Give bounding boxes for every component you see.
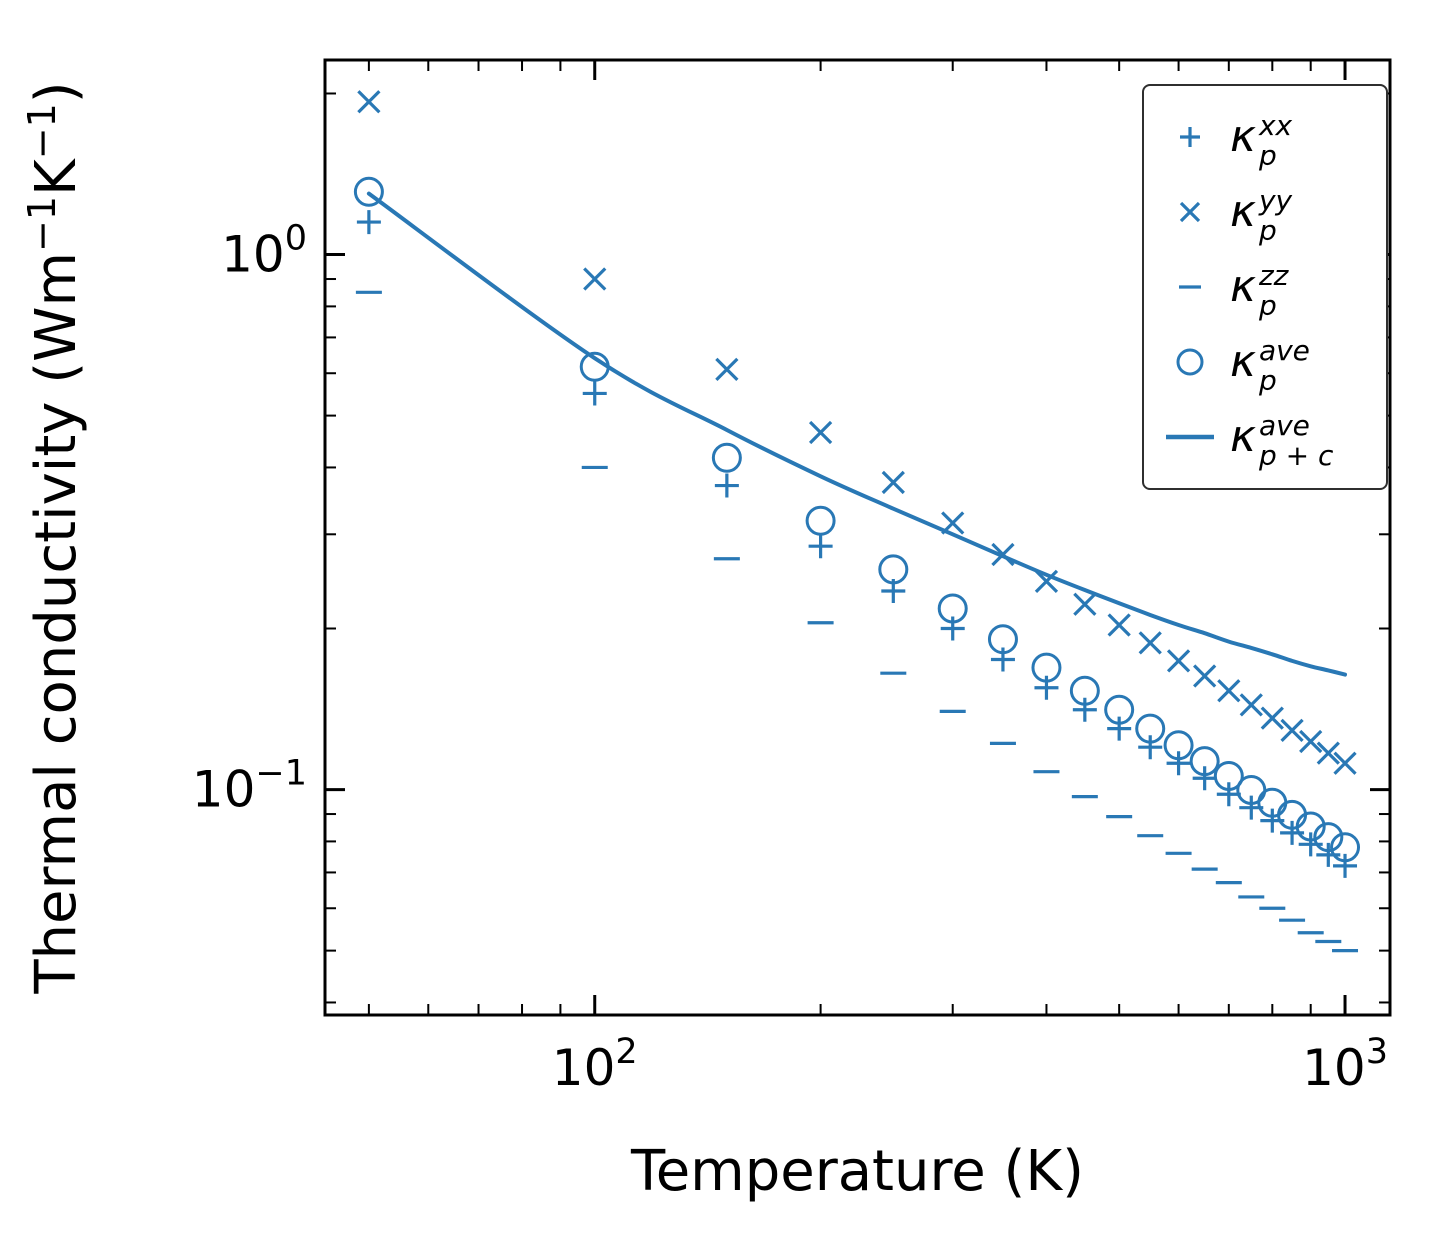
- legend-label-kappa-p-ave: κ ave p: [1230, 332, 1310, 396]
- kappa-subsup: yy p: [1258, 183, 1293, 247]
- legend-label-kappa-p-zz: κ zz p: [1230, 257, 1288, 321]
- legend-entry-kappa-p-ave: κ ave p: [1150, 332, 1386, 396]
- kappa-subsup: zz p: [1258, 258, 1289, 322]
- tick-labels: 102 103 100 10−1: [192, 219, 1388, 1097]
- kappa-symbol: κ: [1230, 261, 1256, 312]
- y-tick-label: 100: [221, 219, 307, 284]
- legend-label-kappa-p-xx: κ xx p: [1230, 107, 1292, 171]
- kappa-subsup: ave p: [1258, 333, 1310, 398]
- y-tick-label: 10−1: [192, 754, 307, 819]
- x-tick-label: 102: [552, 1032, 638, 1097]
- series-kappa-p-yy: [357, 90, 1357, 775]
- legend-entry-kappa-p-yy: κ yy p: [1150, 182, 1386, 246]
- kappa-subsup: xx p: [1258, 108, 1293, 172]
- x-tick-label: 103: [1302, 1032, 1388, 1097]
- series-kappa-p-plus-c-ave: [366, 191, 1347, 677]
- kappa-symbol: κ: [1230, 185, 1256, 237]
- legend-marker-line-icon: [1166, 434, 1214, 440]
- plot-frame: [323, 58, 1392, 1017]
- series-kappa-p-ave: [353, 176, 1361, 863]
- kappa-symbol: κ: [1230, 110, 1256, 162]
- data-series: [353, 90, 1361, 953]
- legend-marker-minus-icon: [1179, 285, 1201, 289]
- kappa-symbol: κ: [1230, 336, 1256, 388]
- series-kappa-p-zz: [355, 290, 1359, 953]
- x-axis-label: Temperature (K): [630, 1139, 1084, 1204]
- legend-marker-x-icon: [1179, 201, 1201, 223]
- legend-entry-kappa-p-plus-c-ave: κ ave p + c: [1150, 407, 1386, 471]
- legend-label-kappa-p-yy: κ yy p: [1230, 182, 1292, 246]
- legend: κ xx p κ yy p κ zz p κ ave p κ ave p + c: [1142, 84, 1388, 490]
- legend-entry-kappa-p-zz: κ zz p: [1150, 257, 1386, 321]
- legend-entry-kappa-p-xx: κ xx p: [1150, 107, 1386, 171]
- y-axis-label: Thermal conductivity (Wm−1K−1): [20, 81, 89, 994]
- legend-marker-circle-icon: [1176, 348, 1204, 376]
- kappa-subsup: ave p + c: [1258, 408, 1334, 473]
- kappa-symbol: κ: [1230, 411, 1256, 463]
- legend-label-kappa-p-plus-c-ave: κ ave p + c: [1230, 407, 1333, 471]
- legend-marker-plus-icon: [1180, 126, 1200, 147]
